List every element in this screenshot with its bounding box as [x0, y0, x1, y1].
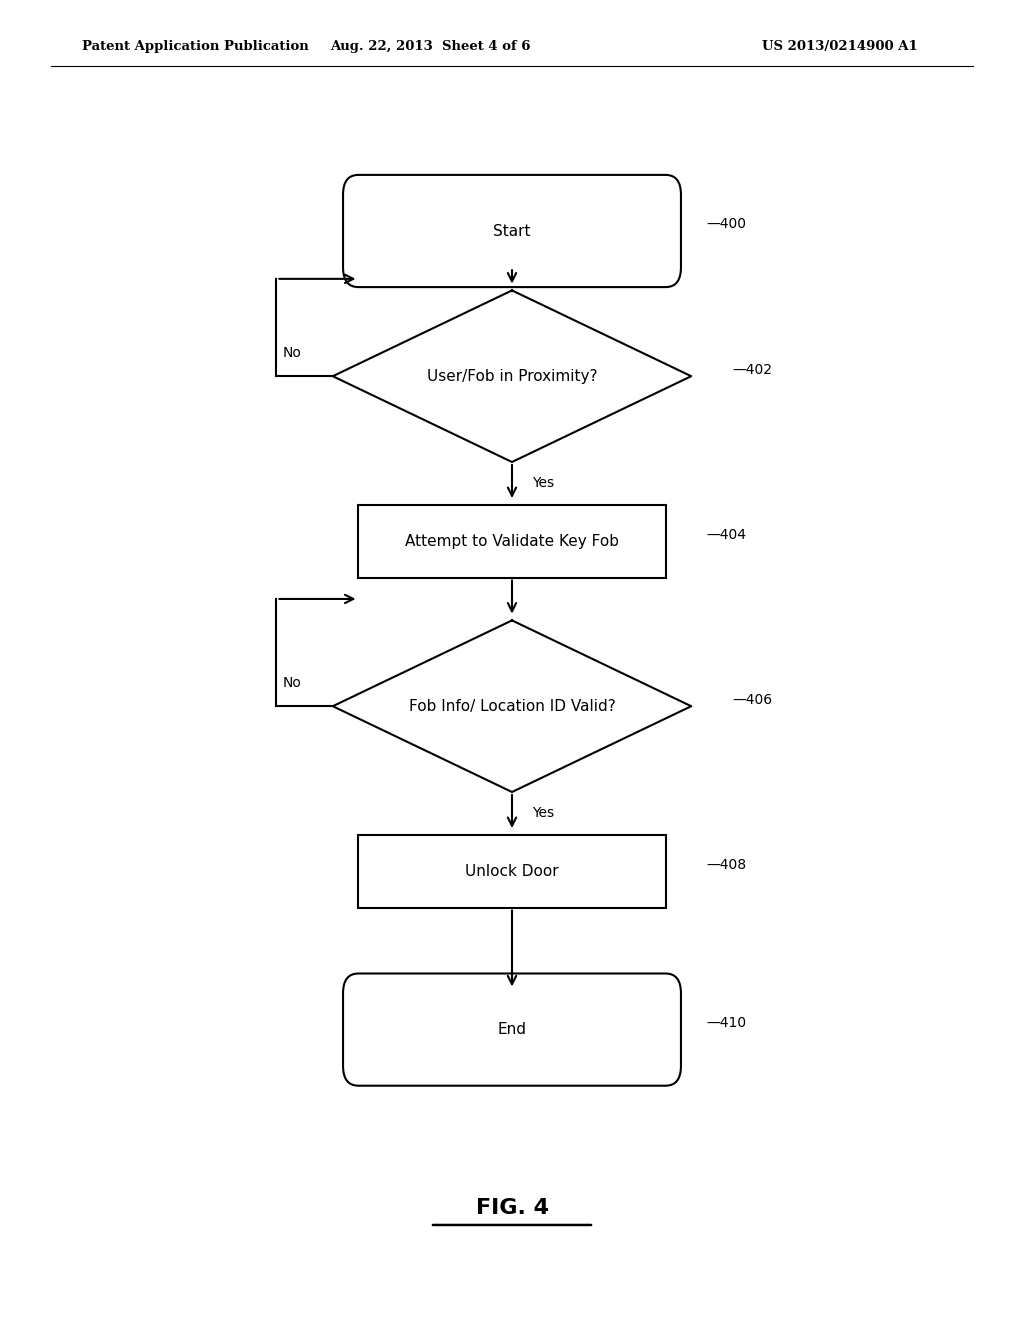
Text: —404: —404 [707, 528, 746, 541]
FancyBboxPatch shape [343, 176, 681, 288]
FancyBboxPatch shape [343, 974, 681, 1085]
Bar [358, 504, 666, 578]
Text: Yes: Yes [532, 807, 555, 821]
Text: —402: —402 [732, 363, 772, 376]
Text: US 2013/0214900 A1: US 2013/0214900 A1 [762, 40, 918, 53]
Text: No: No [283, 346, 301, 360]
Text: Start: Start [494, 223, 530, 239]
Polygon shape [333, 620, 691, 792]
Polygon shape [333, 290, 691, 462]
Text: —406: —406 [732, 693, 772, 706]
Text: Aug. 22, 2013  Sheet 4 of 6: Aug. 22, 2013 Sheet 4 of 6 [330, 40, 530, 53]
Text: Fob Info/ Location ID Valid?: Fob Info/ Location ID Valid? [409, 698, 615, 714]
Text: Yes: Yes [532, 477, 555, 491]
Text: FIG. 4: FIG. 4 [475, 1197, 549, 1218]
Text: Unlock Door: Unlock Door [465, 863, 559, 879]
Text: —400: —400 [707, 218, 746, 231]
Text: Attempt to Validate Key Fob: Attempt to Validate Key Fob [406, 533, 618, 549]
Text: End: End [498, 1022, 526, 1038]
Text: —408: —408 [707, 858, 746, 871]
Text: No: No [283, 676, 301, 690]
Bar [358, 836, 666, 908]
Text: User/Fob in Proximity?: User/Fob in Proximity? [427, 368, 597, 384]
Text: Patent Application Publication: Patent Application Publication [82, 40, 308, 53]
Text: —410: —410 [707, 1016, 746, 1030]
